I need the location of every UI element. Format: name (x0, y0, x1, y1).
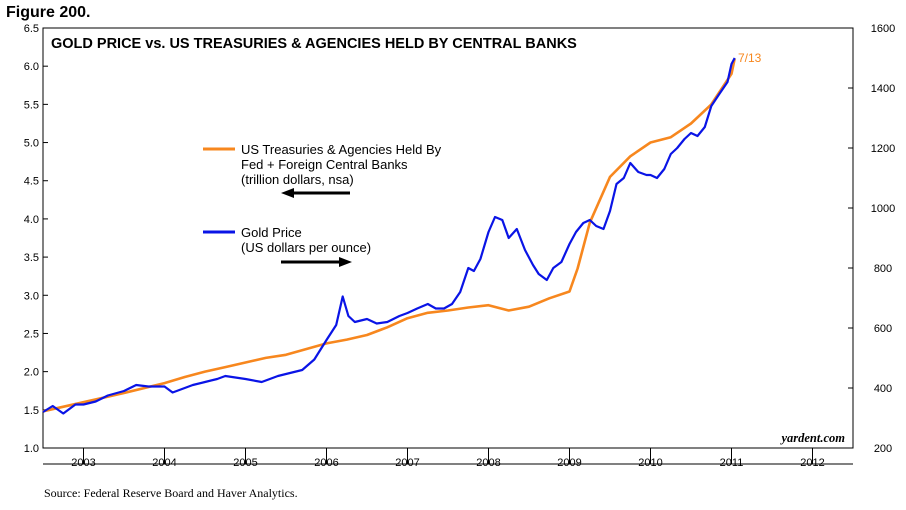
left-axis-tick-label: 3.0 (24, 290, 39, 302)
right-axis-tick-label: 1400 (871, 83, 895, 95)
legend-treasuries-line-1: US Treasuries & Agencies Held By (241, 142, 442, 157)
x-axis-tick-label: 2010 (638, 457, 662, 469)
figure-label: Figure 200. (6, 4, 91, 21)
left-axis-tick-label: 5.5 (24, 99, 39, 111)
source-note: Source: Federal Reserve Board and Haver … (44, 486, 298, 500)
legend-treasuries-line-2: Fed + Foreign Central Banks (241, 157, 408, 172)
plot-frame (42, 27, 854, 449)
left-axis-tick-label: 2.0 (24, 367, 39, 379)
x-axis-tick-label: 2003 (71, 457, 95, 469)
x-axis-tick-label: 2011 (720, 457, 744, 469)
x-axis-tick-label: 2012 (800, 457, 824, 469)
left-arrow-icon (281, 188, 350, 198)
right-axis-tick-label: 1200 (871, 143, 895, 155)
gold-series-line (42, 57, 736, 415)
x-axis-tick-label: 2009 (557, 457, 581, 469)
treasuries-series-line (42, 58, 736, 413)
x-axis-tick-label: 2008 (476, 457, 500, 469)
left-axis-tick-label: 1.0 (24, 443, 39, 455)
right-axis-tick-label: 600 (874, 323, 892, 335)
left-axis-tick-label: 3.5 (24, 252, 39, 264)
left-axis-tick-label: 1.5 (24, 405, 39, 417)
right-axis-tick-label: 200 (874, 443, 892, 455)
legend-treasuries-line-3: (trillion dollars, nsa) (241, 172, 354, 187)
x-axis-tick-label: 2005 (233, 457, 257, 469)
right-arrow-icon (281, 257, 352, 267)
left-axis-tick-label: 4.5 (24, 176, 39, 188)
credit-label: yardent.com (779, 431, 845, 445)
left-axis-tick-label: 6.0 (24, 61, 39, 73)
chart-title: GOLD PRICE vs. US TREASURIES & AGENCIES … (51, 36, 577, 52)
right-axis-tick-label: 1000 (871, 203, 895, 215)
x-axis-tick-label: 2006 (314, 457, 338, 469)
x-axis-tick-label: 2004 (152, 457, 176, 469)
right-axis-tick-label: 400 (874, 383, 892, 395)
legend-gold-line-1: Gold Price (241, 225, 302, 240)
x-axis-tick-label: 2007 (395, 457, 419, 469)
left-axis-tick-label: 2.5 (24, 328, 39, 340)
legend-gold-line-2: (US dollars per ounce) (241, 240, 371, 255)
left-axis-tick-label: 6.5 (24, 23, 39, 35)
right-axis-tick-label: 800 (874, 263, 892, 275)
date-annotation: 7/13 (738, 51, 762, 65)
right-axis-tick-label: 1600 (871, 23, 895, 35)
left-axis-tick-label: 5.0 (24, 138, 39, 150)
left-axis-tick-label: 4.0 (24, 214, 39, 226)
